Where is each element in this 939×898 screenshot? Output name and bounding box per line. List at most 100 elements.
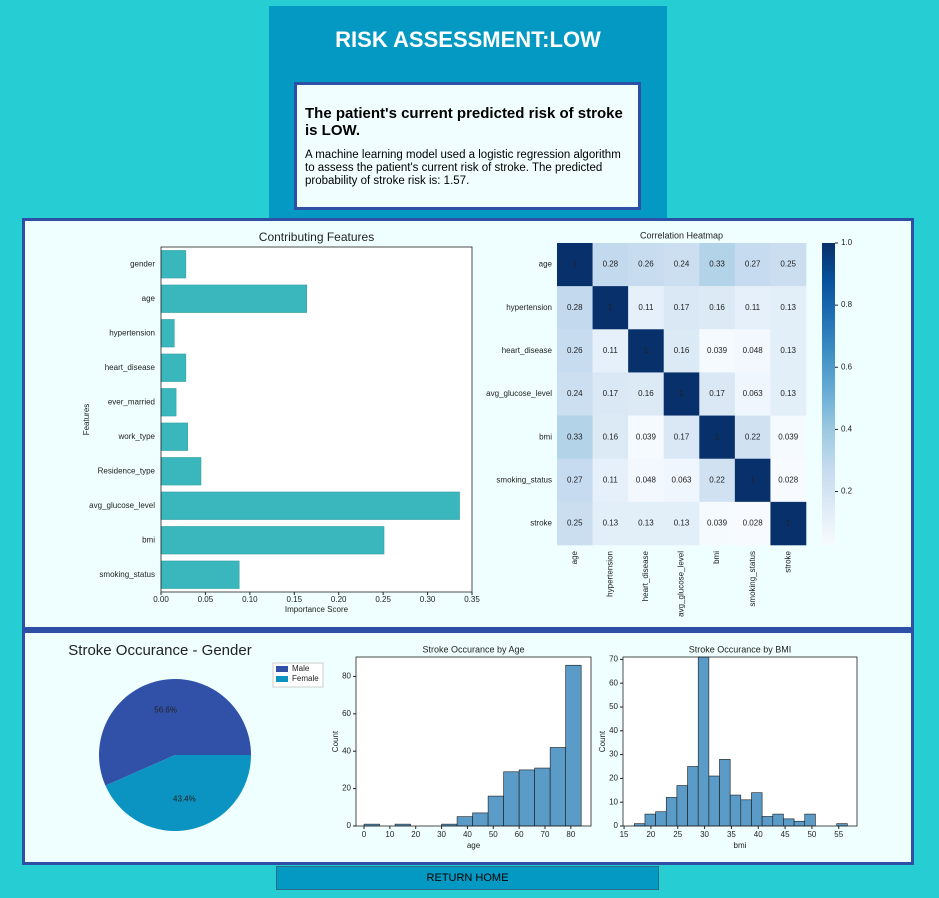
- heatmap-cell: [734, 286, 771, 330]
- colorbar-tick-label: 0.2: [841, 487, 853, 496]
- cell-label: 0.11: [638, 303, 654, 312]
- legend-swatch: [276, 676, 288, 682]
- bar: [160, 284, 307, 313]
- chart-title: Stroke Occurance by Age: [422, 644, 524, 654]
- y-tick-label: bmi: [142, 535, 155, 544]
- bar: [160, 319, 175, 348]
- heatmap-cell: [557, 372, 593, 416]
- y-tick-label: Residence_type: [98, 466, 156, 475]
- cell-label: 0.28: [603, 260, 619, 269]
- legend-label: Female: [292, 674, 319, 683]
- cell-label: 0.16: [674, 346, 690, 355]
- hist-bar: [665, 797, 678, 827]
- legend-label: Male: [292, 664, 310, 673]
- y-tick-label: 30: [609, 750, 618, 759]
- y-tick-label: 20: [609, 774, 618, 783]
- cell-label: 0.13: [780, 346, 796, 355]
- cell-label: 0.25: [567, 519, 583, 528]
- heatmap-cell: [557, 329, 593, 373]
- y-axis-label: Features: [82, 404, 91, 436]
- x-tick-label: 30: [700, 830, 709, 839]
- hist-bar: [676, 785, 688, 827]
- y-tick-label: 10: [609, 797, 618, 806]
- y-tick-label: 80: [342, 672, 351, 681]
- heatmap-cell: [628, 286, 665, 330]
- heatmap-cell: [663, 329, 700, 373]
- y-tick-label: hypertension: [109, 328, 155, 337]
- x-tick-label: 60: [515, 830, 524, 839]
- x-tick-label: 0: [362, 830, 367, 839]
- hist-bar: [644, 813, 656, 827]
- heatmap-cell: [734, 501, 771, 546]
- y-tick-label: 60: [342, 709, 351, 718]
- x-tick-label: 15: [620, 830, 629, 839]
- heatmap-cell: [592, 501, 629, 546]
- x-tick-label: 25: [673, 830, 682, 839]
- cell-label: 0.27: [567, 475, 583, 484]
- column-label: hypertension: [605, 551, 614, 597]
- y-tick-label: avg_glucose_level: [89, 501, 155, 510]
- x-tick-label: 0.15: [286, 595, 302, 604]
- heatmap-cell: [557, 286, 593, 330]
- x-tick-label: 0.35: [464, 595, 480, 604]
- hist-bar: [487, 795, 504, 827]
- bar: [160, 526, 385, 555]
- cell-label: 0.24: [674, 260, 690, 269]
- hist-bar: [697, 656, 710, 827]
- x-axis-label: age: [467, 841, 481, 850]
- axes-frame: [160, 246, 473, 593]
- cell-label: 0.039: [707, 519, 728, 528]
- cell-label: 1: [608, 303, 613, 312]
- cell-label: 0.28: [567, 303, 583, 312]
- y-tick-label: 0: [347, 821, 352, 830]
- hist-bar: [772, 813, 784, 827]
- heatmap-cell: [699, 329, 736, 373]
- chart-title: Correlation Heatmap: [640, 230, 723, 240]
- header-title: RISK ASSESSMENT:LOW: [335, 27, 601, 52]
- cell-label: 0.039: [636, 432, 657, 441]
- colorbar-tick-label: 1.0: [841, 238, 853, 247]
- cell-label: 0.048: [636, 475, 657, 484]
- bar: [160, 250, 187, 279]
- y-axis-label: Count: [598, 730, 607, 752]
- cell-label: 1: [679, 389, 684, 398]
- pie-slice: [99, 679, 251, 786]
- slice-label: 56.6%: [154, 705, 177, 714]
- hist-bar: [793, 820, 806, 827]
- cell-label: 0.13: [780, 303, 796, 312]
- column-label: avg_glucose_level: [677, 551, 686, 617]
- heatmap-cell: [734, 415, 771, 460]
- x-tick-label: 50: [807, 830, 816, 839]
- y-tick-label: gender: [130, 259, 155, 268]
- x-tick-label: 0.25: [375, 595, 391, 604]
- colorbar-tick-label: 0.4: [841, 425, 853, 434]
- axes-frame: [355, 656, 592, 827]
- pie-slice: [105, 755, 251, 831]
- hist-bar: [503, 771, 520, 827]
- return-home-button[interactable]: RETURN HOME: [276, 866, 659, 890]
- heatmap-cell: [557, 415, 593, 460]
- cell-label: 1: [750, 475, 755, 484]
- heatmap-cell: [628, 415, 665, 460]
- hist-bar: [761, 816, 774, 827]
- row-label: hypertension: [506, 303, 552, 312]
- cell-label: 0.17: [674, 303, 690, 312]
- y-tick-label: 20: [342, 784, 351, 793]
- heatmap-cell: [628, 372, 665, 416]
- x-tick-label: 0.00: [153, 595, 169, 604]
- cell-label: 0.13: [780, 389, 796, 398]
- hist-bar: [472, 812, 489, 827]
- x-axis-label: bmi: [734, 841, 747, 850]
- cell-label: 0.17: [709, 389, 725, 398]
- colorbar-tick-label: 0.6: [841, 362, 853, 371]
- x-tick-label: 40: [754, 830, 763, 839]
- bar: [160, 422, 188, 451]
- cell-label: 0.063: [671, 475, 692, 484]
- x-tick-label: 35: [727, 830, 736, 839]
- heatmap-cell: [734, 243, 771, 287]
- y-tick-label: smoking_status: [99, 570, 155, 579]
- cell-label: 0.24: [567, 389, 583, 398]
- heatmap-cell: [628, 243, 665, 287]
- heatmap-cell: [592, 415, 629, 460]
